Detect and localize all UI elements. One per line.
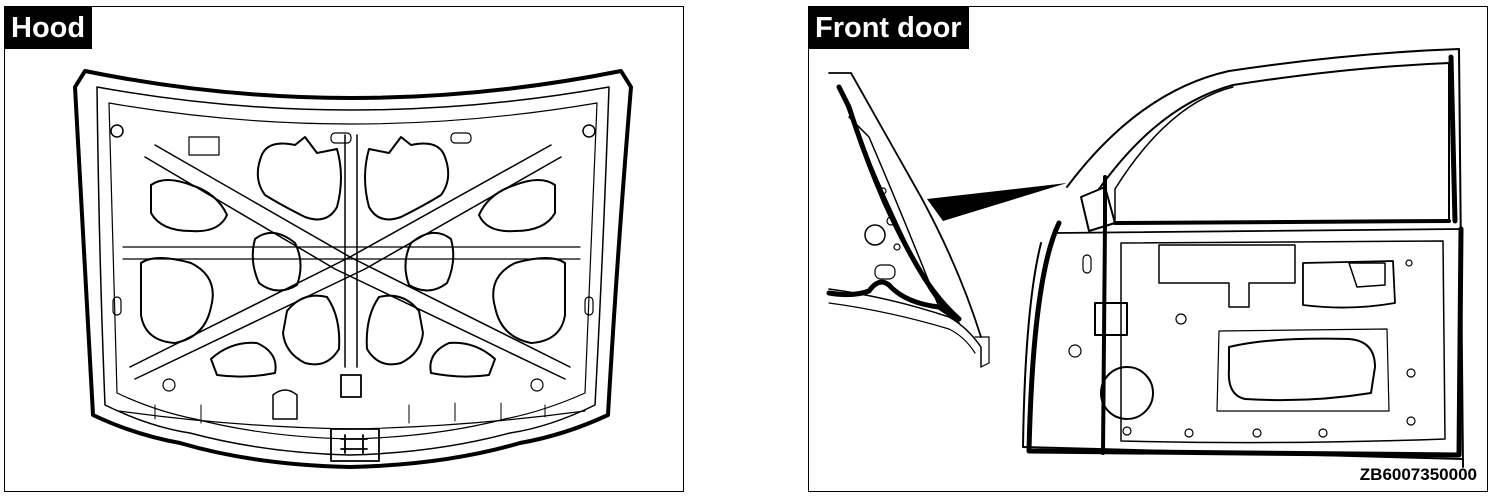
door-hole <box>1184 428 1194 438</box>
door-hole <box>1406 416 1416 426</box>
hood-illustration <box>73 69 633 469</box>
figure-code: ZB6007350000 <box>1359 465 1477 484</box>
hood-opening-lower-left <box>282 294 341 366</box>
door-hole <box>1122 426 1132 436</box>
door-hole <box>1405 259 1413 267</box>
hood-slot <box>112 296 122 316</box>
inset-detail <box>974 336 990 368</box>
magnifier-wedge <box>927 183 1067 221</box>
hood-latch-striker-detail <box>340 434 368 454</box>
door-window-frame-inner <box>1098 62 1450 222</box>
hood-label: Hood <box>5 7 93 49</box>
hood-front-crease-2 <box>154 402 546 424</box>
hood-brace-diagonal-1b <box>154 144 571 368</box>
door-opening-upper-right-inner <box>1348 262 1386 288</box>
door-belt-line <box>1054 228 1460 234</box>
hood-opening-side-left <box>140 257 214 344</box>
inset-hole <box>893 243 901 251</box>
inset-hole <box>864 224 886 246</box>
inset-weatherstrip <box>826 84 962 322</box>
door-regulator-bracket <box>1158 244 1296 308</box>
hood-front-crease <box>118 410 586 430</box>
door-weatherstrip-belt <box>1113 219 1451 225</box>
inset-hole <box>879 187 887 195</box>
door-hole <box>1318 428 1328 438</box>
door-inner-panel <box>1120 240 1446 444</box>
front-door-illustration <box>826 48 1464 468</box>
inset-pillar-outer <box>828 72 982 338</box>
hood-opening-mid-right <box>404 232 455 292</box>
hood-hole <box>530 378 544 392</box>
door-opening-upper-right <box>1302 260 1396 309</box>
hood-brace-diagonal-1 <box>144 156 566 380</box>
hood-opening-side-right <box>492 257 566 344</box>
door-seal-hinge <box>1101 175 1107 455</box>
inset-lower-edge <box>828 288 982 368</box>
hood-latch-bracket <box>340 374 362 398</box>
inset-panel-edge <box>848 116 940 308</box>
door-hole <box>1068 344 1082 358</box>
door-weatherstrip-frame <box>1448 54 1458 224</box>
door-glass-edge <box>1114 86 1234 224</box>
hood-horizontal-rib <box>122 246 581 260</box>
door-speaker <box>1100 366 1154 420</box>
hood-opening-upper-left <box>150 179 228 233</box>
hood-opening-bottom-right <box>429 341 496 378</box>
hood-slot <box>450 132 472 144</box>
hood-outer-edge <box>73 69 633 469</box>
front-door-label: Front door <box>809 7 969 49</box>
hood-opening-top-right <box>364 136 450 221</box>
hood-inner-rim-2 <box>108 102 598 440</box>
door-opening-lower <box>1227 337 1376 402</box>
hood-center-rib <box>344 134 358 368</box>
door-hole <box>1252 428 1262 438</box>
hood-opening-bottom-left <box>210 341 277 378</box>
hood-slot <box>330 132 352 144</box>
door-hole <box>1175 313 1187 325</box>
hood-hole <box>110 124 124 138</box>
door-opening-lower-rim <box>1216 328 1390 412</box>
hood-latch-support <box>272 389 298 420</box>
door-seal-outer <box>1026 220 1464 458</box>
hood-brace-diagonal-2b <box>129 144 552 368</box>
hood-hole <box>582 124 596 138</box>
hood-opening-upper-right <box>478 179 556 233</box>
inset-hole <box>886 216 896 226</box>
hood-inner-rim <box>96 86 610 456</box>
hood-slot <box>584 296 594 316</box>
inset-lower-edge-2 <box>828 302 976 354</box>
hood-opening-mid-left <box>251 232 302 292</box>
hood-opening-top-left <box>256 136 342 221</box>
hood-panel: Hood <box>4 6 684 492</box>
door-slot <box>1082 254 1092 274</box>
hood-pad <box>188 136 220 156</box>
door-window-frame-outer <box>1066 48 1464 468</box>
front-door-panel: Front door <box>808 6 1488 492</box>
door-hole <box>1406 368 1416 378</box>
hood-opening-lower-right <box>365 294 424 366</box>
hood-latch-striker <box>330 428 380 462</box>
hood-hole <box>162 378 176 392</box>
door-mirror-mount <box>1080 186 1116 232</box>
inset-slot <box>874 264 896 280</box>
door-latch <box>1094 302 1128 336</box>
door-outer-edge <box>1022 242 1464 460</box>
